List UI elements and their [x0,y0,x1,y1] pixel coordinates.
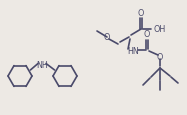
Text: O: O [138,9,144,18]
Text: O: O [157,53,163,62]
Text: O: O [144,30,150,39]
Text: NH: NH [36,60,48,69]
Text: OH: OH [154,25,166,34]
Text: O: O [104,33,110,42]
Text: HN: HN [127,47,139,56]
